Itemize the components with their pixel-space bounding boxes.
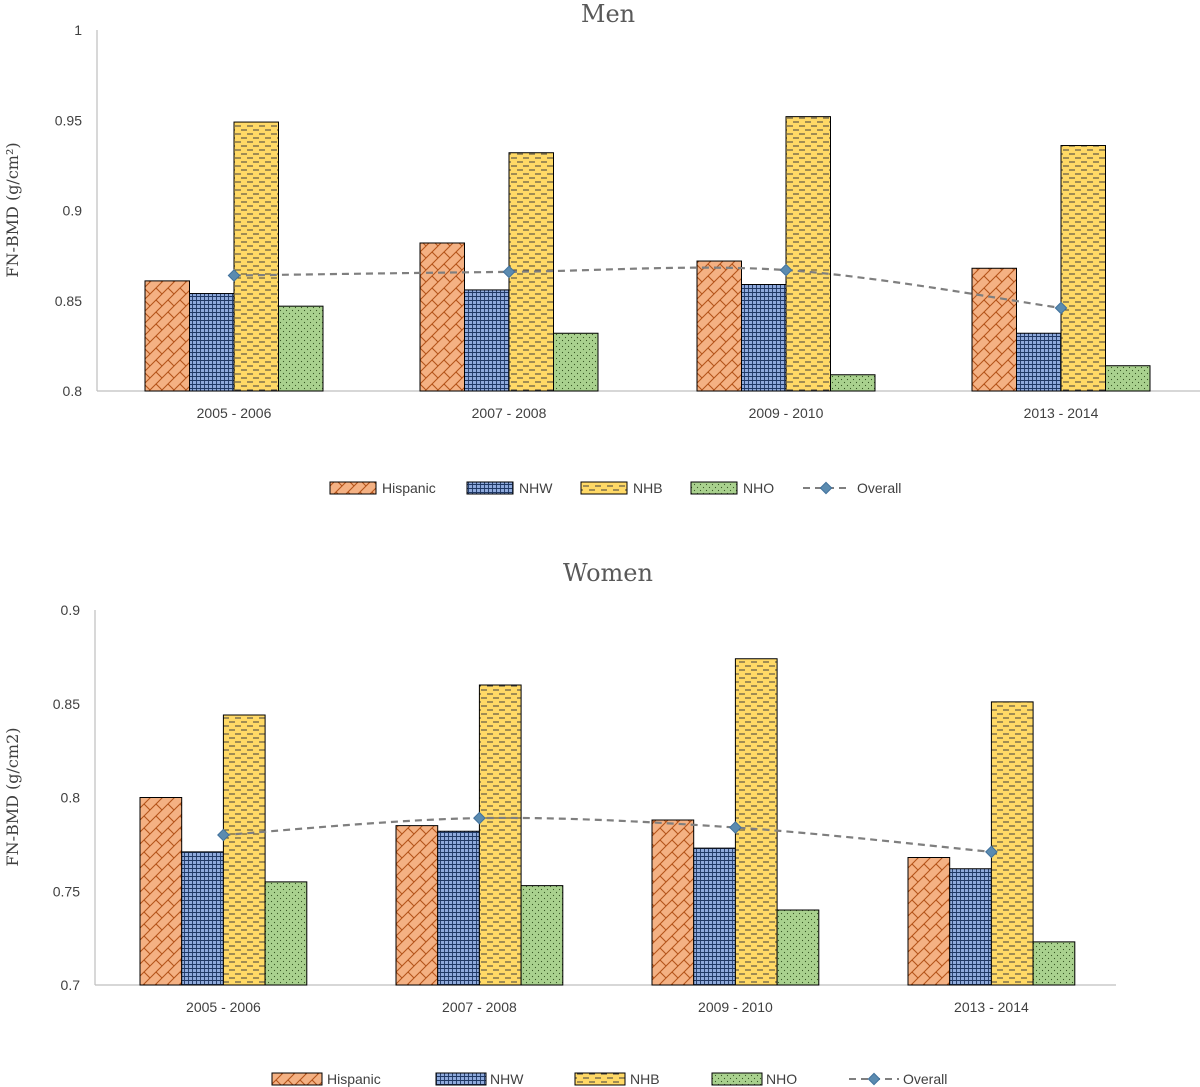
overall-marker (227, 269, 241, 282)
y-tick-label: 0.85 (53, 696, 80, 712)
y-axis-label: FN-BMD (g/cm2) (3, 728, 22, 867)
chart-title: Men (581, 0, 635, 28)
bar-nho (830, 374, 876, 392)
bar-hispanic (651, 819, 695, 986)
legend: Hispanic NHW NHB NHO Overall (329, 480, 901, 496)
legend: Hispanic NHW NHB NHO Overall (271, 1071, 947, 1087)
legend-label-nho: NHO (743, 480, 774, 496)
men-chart: Men FN-BMD (g/cm²) 0.8 0.85 0.9 0.95 1 2005 - 2… (3, 0, 1200, 496)
x-tick-label: 2013 - 2014 (954, 999, 1029, 1015)
bar-nhw (949, 868, 992, 986)
overall-marker (729, 821, 742, 834)
bar-nhb (478, 684, 522, 986)
legend-label-overall: Overall (857, 480, 901, 496)
overall-line (223, 816, 992, 853)
bar-nhw (189, 293, 235, 392)
legend-label-nhb: NHB (630, 1071, 660, 1087)
overall-marker (473, 811, 486, 825)
bar-nhw (437, 830, 480, 986)
y-tick-label: 0.9 (61, 602, 81, 618)
legend-label-hispanic: Hispanic (327, 1071, 381, 1087)
x-tick-label: 2007 - 2008 (442, 999, 517, 1015)
legend-marker-overall (819, 481, 833, 495)
x-tick-label: 2007 - 2008 (472, 405, 547, 421)
overall-marker (985, 845, 998, 859)
legend-swatch-nho (711, 1072, 763, 1086)
legend-label-nhb: NHB (633, 480, 663, 496)
legend-swatch-nhw (466, 481, 514, 495)
overall-marker (1054, 301, 1068, 315)
bar-hispanic (395, 825, 439, 986)
bar-nhb (222, 714, 266, 986)
bar-nhb (1060, 145, 1106, 392)
bar-nho (520, 885, 564, 986)
bar-nho (776, 909, 820, 986)
y-tick-label: 0.8 (61, 790, 81, 806)
legend-label-overall: Overall (903, 1071, 947, 1087)
overall-line (233, 266, 1062, 310)
bar-hispanic (139, 797, 183, 986)
x-tick-label: 2009 - 2010 (698, 999, 773, 1015)
legend-swatch-nhb (574, 1072, 626, 1086)
chart-title: Women (563, 559, 653, 587)
x-tick-label: 2013 - 2014 (1024, 405, 1099, 421)
legend-swatch-nhw (435, 1072, 487, 1086)
bar-nho (553, 332, 599, 392)
y-tick-label: 0.95 (55, 112, 82, 128)
bar-hispanic (144, 280, 190, 392)
legend-swatch-hispanic (329, 481, 377, 495)
legend-label-hispanic: Hispanic (382, 480, 436, 496)
overall-marker (502, 265, 516, 279)
bar-nhb (990, 701, 1034, 986)
bar-nho (278, 305, 324, 392)
bar-hispanic (419, 242, 465, 392)
bar-nhw (741, 284, 787, 392)
bar-nhw (1016, 332, 1062, 392)
y-tick-label: 0.75 (53, 883, 80, 899)
overall-marker (779, 263, 793, 277)
y-axis-label: FN-BMD (g/cm²) (3, 142, 22, 277)
legend-marker-overall (867, 1072, 881, 1086)
bar-nho (1105, 365, 1151, 392)
x-tick-label: 2009 - 2010 (749, 405, 824, 421)
bar-hispanic (907, 857, 951, 986)
women-chart: Women FN-BMD (g/cm2) 0.7 0.75 0.8 0.85 0.9 2005… (3, 559, 1116, 1087)
bar-nhb (233, 121, 279, 392)
legend-swatch-nho (690, 481, 738, 495)
legend-swatch-nhb (580, 481, 628, 495)
y-tick-label: 0.85 (55, 293, 82, 309)
bar-nho (1032, 941, 1076, 986)
overall-marker (217, 828, 230, 842)
x-tick-label: 2005 - 2006 (186, 999, 261, 1015)
legend-label-nhw: NHW (519, 480, 553, 496)
bar-nhb (734, 658, 778, 986)
bar-hispanic (696, 260, 742, 392)
bar-nhb (785, 116, 831, 392)
legend-label-nho: NHO (766, 1071, 797, 1087)
y-tick-label: 0.8 (63, 383, 83, 399)
bar-nhw (464, 289, 510, 392)
bar-hispanic (971, 267, 1017, 392)
bar-nhw (693, 847, 736, 986)
x-tick-label: 2005 - 2006 (197, 405, 272, 421)
legend-label-nhw: NHW (490, 1071, 524, 1087)
bar-nhw (181, 851, 224, 986)
bar-nho (264, 881, 308, 986)
y-tick-label: 1 (74, 22, 82, 38)
legend-swatch-hispanic (271, 1072, 323, 1086)
y-tick-label: 0.7 (61, 977, 81, 993)
y-tick-label: 0.9 (63, 203, 83, 219)
